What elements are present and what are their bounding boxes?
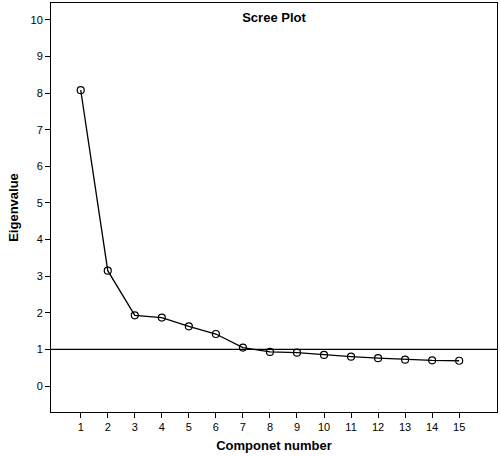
svg-text:Eigenvalue: Eigenvalue (6, 173, 21, 242)
svg-text:8: 8 (37, 87, 43, 99)
svg-text:12: 12 (372, 421, 384, 433)
svg-text:13: 13 (399, 421, 411, 433)
svg-text:6: 6 (37, 160, 43, 172)
svg-text:Scree Plot: Scree Plot (242, 10, 306, 25)
svg-text:3: 3 (132, 421, 138, 433)
svg-text:10: 10 (318, 421, 330, 433)
svg-text:10: 10 (31, 14, 43, 26)
svg-text:1: 1 (78, 421, 84, 433)
svg-text:4: 4 (37, 233, 43, 245)
svg-text:14: 14 (426, 421, 438, 433)
svg-text:15: 15 (453, 421, 465, 433)
svg-text:7: 7 (37, 124, 43, 136)
svg-text:5: 5 (37, 197, 43, 209)
svg-text:0: 0 (37, 380, 43, 392)
svg-text:1: 1 (37, 343, 43, 355)
svg-text:2: 2 (37, 307, 43, 319)
svg-text:9: 9 (37, 50, 43, 62)
svg-text:4: 4 (159, 421, 165, 433)
svg-text:3: 3 (37, 270, 43, 282)
svg-text:Componet number: Componet number (216, 438, 332, 453)
svg-text:9: 9 (294, 421, 300, 433)
svg-text:11: 11 (345, 421, 356, 433)
svg-text:7: 7 (240, 421, 246, 433)
svg-text:5: 5 (186, 421, 192, 433)
svg-text:6: 6 (213, 421, 219, 433)
svg-text:8: 8 (267, 421, 273, 433)
svg-text:2: 2 (105, 421, 111, 433)
